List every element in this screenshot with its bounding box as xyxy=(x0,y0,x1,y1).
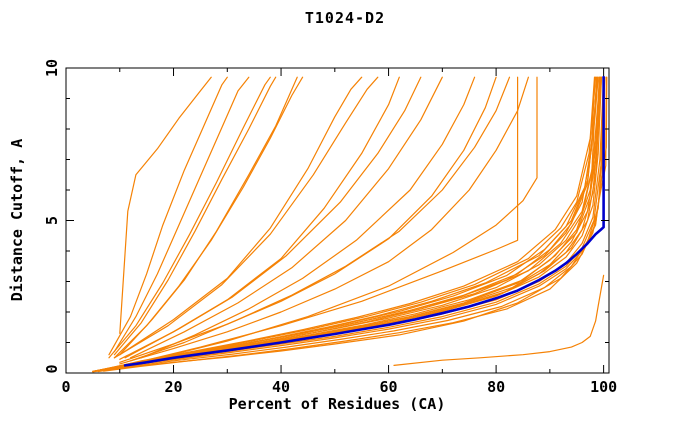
x-axis-label: Percent of Residues (CA) xyxy=(229,395,446,413)
model-curve xyxy=(97,76,600,372)
model-curve xyxy=(119,76,212,334)
x-tick-label: 0 xyxy=(61,378,70,396)
model-curve xyxy=(119,76,400,360)
model-curve xyxy=(393,274,605,366)
model-curve xyxy=(113,76,601,370)
model-curve xyxy=(119,76,530,365)
highlighted-curve xyxy=(123,75,605,367)
model-curve xyxy=(92,76,598,373)
x-tick-label: 100 xyxy=(590,378,617,396)
x-tick-label: 60 xyxy=(380,378,398,396)
model-curve xyxy=(113,76,277,356)
model-curve xyxy=(97,76,606,373)
model-curve xyxy=(108,76,228,356)
model-curve xyxy=(129,76,443,359)
model-curve xyxy=(102,76,598,371)
model-curve xyxy=(140,76,476,359)
model-curve xyxy=(119,76,298,356)
x-tick-label: 40 xyxy=(272,378,290,396)
model-curve xyxy=(92,76,608,373)
model-curve xyxy=(140,76,538,363)
model-curve xyxy=(92,76,605,372)
model-curve xyxy=(108,76,597,371)
y-axis-label: Distance Cutoff, A xyxy=(8,139,26,302)
x-tick-label: 80 xyxy=(487,378,505,396)
model-curve xyxy=(119,76,598,370)
model-curve xyxy=(97,76,596,372)
model-curve xyxy=(119,76,497,363)
model-curve xyxy=(129,76,519,365)
chart-title: T1024-D2 xyxy=(305,9,385,27)
y-tick-label: 10 xyxy=(43,59,61,77)
model-curve xyxy=(119,76,363,356)
y-tick-label: 5 xyxy=(43,216,61,225)
model-curve xyxy=(129,76,511,362)
model-curve xyxy=(108,76,271,359)
model-curve xyxy=(113,76,250,353)
model-curve xyxy=(92,76,599,373)
y-tick-label: 0 xyxy=(43,364,61,373)
plot-area: 0 20 40 60 80 100 0 5 10 xyxy=(43,59,617,396)
model-curve xyxy=(113,76,379,359)
x-tick-label: 20 xyxy=(164,378,182,396)
